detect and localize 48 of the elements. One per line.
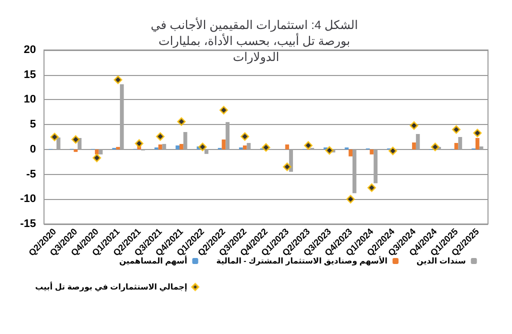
point [50, 132, 59, 142]
legend-label: الأسهم وصناديق الاستثمار المشترك - المالية [216, 256, 388, 266]
chart-title: الشكل 4: استثمارات المقيمين الأجانب في بورصة تل أبيب، بحسب الأداة، بمليارات الدولارات [150, 17, 362, 64]
point [92, 154, 102, 162]
point [71, 135, 80, 144]
y-tick-label: 5 [30, 118, 36, 131]
y-tick-label: -15 [20, 218, 36, 230]
y-tick-label: -10 [20, 193, 36, 206]
y-tick-label: 0 [30, 143, 36, 156]
point [473, 128, 482, 138]
bar [158, 144, 162, 150]
bar [412, 142, 416, 150]
legend-label: سندات الدين [416, 256, 466, 266]
point [240, 132, 250, 141]
point [219, 106, 228, 114]
bar [285, 144, 290, 150]
point [452, 125, 461, 134]
point [430, 142, 440, 152]
bar [475, 138, 480, 150]
point [388, 146, 398, 156]
point [156, 132, 165, 141]
point [367, 183, 376, 192]
point [346, 194, 355, 204]
point [134, 139, 144, 148]
point [262, 143, 270, 152]
point [325, 146, 334, 155]
point [114, 76, 122, 84]
y-tick-label: 20 [24, 44, 36, 56]
point [282, 162, 292, 172]
bar [454, 142, 458, 150]
bar [370, 149, 374, 154]
legend-label: إجمالي الاستثمارات في بورصة تل أبيب [35, 282, 188, 292]
bar [176, 145, 180, 150]
y-tick-label: -5 [26, 168, 36, 180]
point [198, 142, 207, 152]
bar [348, 149, 353, 156]
point [177, 117, 186, 126]
bar [94, 149, 99, 154]
legend-label: أسهم المساهمين [119, 256, 188, 266]
bar [74, 149, 78, 152]
bar [222, 139, 226, 150]
y-tick-label: 15 [24, 68, 36, 81]
point [410, 121, 418, 130]
bar [116, 146, 120, 150]
bar [242, 145, 247, 150]
y-tick-label: 10 [24, 94, 36, 106]
point [304, 141, 313, 150]
bar [179, 144, 184, 150]
